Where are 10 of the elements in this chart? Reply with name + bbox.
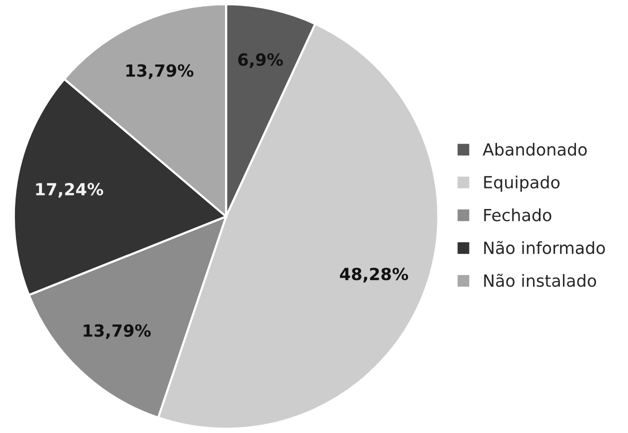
- data-label: 17,24%: [36, 182, 104, 198]
- data-label: 13,79%: [84, 324, 151, 339]
- data-label: 13,79%: [126, 64, 194, 79]
- legend-label: Fechado: [484, 208, 552, 222]
- legend-label: Não instalado: [484, 274, 596, 287]
- data-label: 6,9%: [238, 53, 283, 68]
- legend-label: Equipado: [484, 176, 560, 192]
- data-label: 48,28%: [340, 268, 408, 282]
- legend-label: Não informado: [484, 240, 605, 254]
- legend-label: Abandonado: [482, 142, 587, 156]
